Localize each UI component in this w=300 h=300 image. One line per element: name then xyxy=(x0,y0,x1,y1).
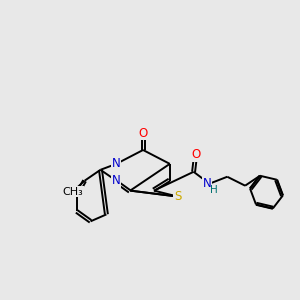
Text: N: N xyxy=(112,158,121,170)
Text: N: N xyxy=(112,174,121,187)
Text: O: O xyxy=(191,148,200,161)
Text: CH₃: CH₃ xyxy=(62,187,83,196)
Text: N: N xyxy=(203,177,212,190)
Text: H: H xyxy=(210,184,218,195)
Text: O: O xyxy=(138,127,148,140)
Text: S: S xyxy=(174,190,182,203)
